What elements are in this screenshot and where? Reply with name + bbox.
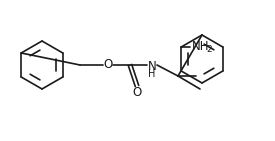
Text: O: O bbox=[132, 85, 142, 99]
Text: O: O bbox=[103, 59, 113, 71]
Text: N: N bbox=[148, 60, 156, 72]
Text: 2: 2 bbox=[207, 46, 212, 55]
Text: H: H bbox=[148, 69, 156, 79]
Text: NH: NH bbox=[191, 39, 209, 52]
